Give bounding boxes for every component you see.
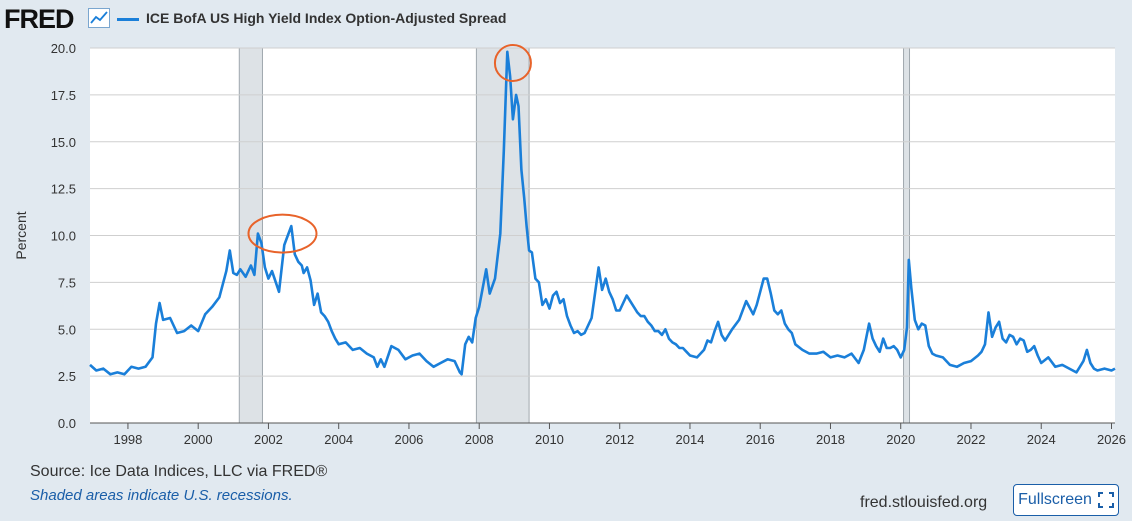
y-tick-label: 0.0: [58, 416, 76, 431]
legend-swatch: [117, 18, 139, 21]
x-tick-label: 2018: [816, 432, 845, 447]
chart-plot: 0.0 2.5 5.0 7.5 10.0 12.5 15.0 17.5 20.0 1998 2000…: [13, 41, 1126, 447]
x-tick-label: 2016: [746, 432, 775, 447]
y-tick-label: 15.0: [51, 135, 76, 150]
highlight-circle: [493, 44, 532, 82]
y-axis-label: Percent: [13, 211, 29, 259]
fullscreen-label: Fullscreen: [1018, 491, 1092, 508]
x-tick-label: 2008: [465, 432, 494, 447]
x-tick-label: 2026: [1097, 432, 1126, 447]
site-url[interactable]: fred.stlouisfed.org: [860, 494, 988, 511]
x-tick-label: 2014: [676, 432, 705, 447]
y-tick-label: 17.5: [51, 88, 76, 103]
x-tick-label: 2002: [254, 432, 283, 447]
fullscreen-button[interactable]: Fullscreen: [1013, 484, 1119, 516]
y-tick-label: 12.5: [51, 182, 76, 197]
x-tick-label: 1998: [113, 432, 142, 447]
y-tick-label: 20.0: [51, 41, 76, 56]
fred-logo[interactable]: FRED: [4, 4, 74, 34]
x-tick-label: 2010: [535, 432, 564, 447]
x-tick-label: 2004: [324, 432, 353, 447]
chart-header: FRED ICE BofA US High Yield Index Option…: [0, 0, 1132, 36]
expand-icon: [1097, 492, 1114, 508]
y-tick-label: 2.5: [58, 369, 76, 384]
x-tick-label: 2012: [605, 432, 634, 447]
line-chart-icon: [88, 8, 110, 28]
y-tick-label: 5.0: [58, 322, 76, 337]
highlight-circle: [247, 213, 318, 254]
x-tick-label: 2022: [957, 432, 986, 447]
x-tick-label: 2000: [184, 432, 213, 447]
x-tick-label: 2006: [394, 432, 423, 447]
y-tick-label: 7.5: [58, 275, 76, 290]
x-tick-label: 2024: [1027, 432, 1056, 447]
source-text: Source: Ice Data Indices, LLC via FRED®: [30, 463, 328, 480]
series-line: [89, 50, 1116, 376]
x-tick-label: 2020: [886, 432, 915, 447]
y-tick-label: 10.0: [51, 229, 76, 244]
legend-series-label: ICE BofA US High Yield Index Option-Adju…: [146, 10, 507, 26]
recession-note: Shaded areas indicate U.S. recessions.: [30, 487, 293, 504]
